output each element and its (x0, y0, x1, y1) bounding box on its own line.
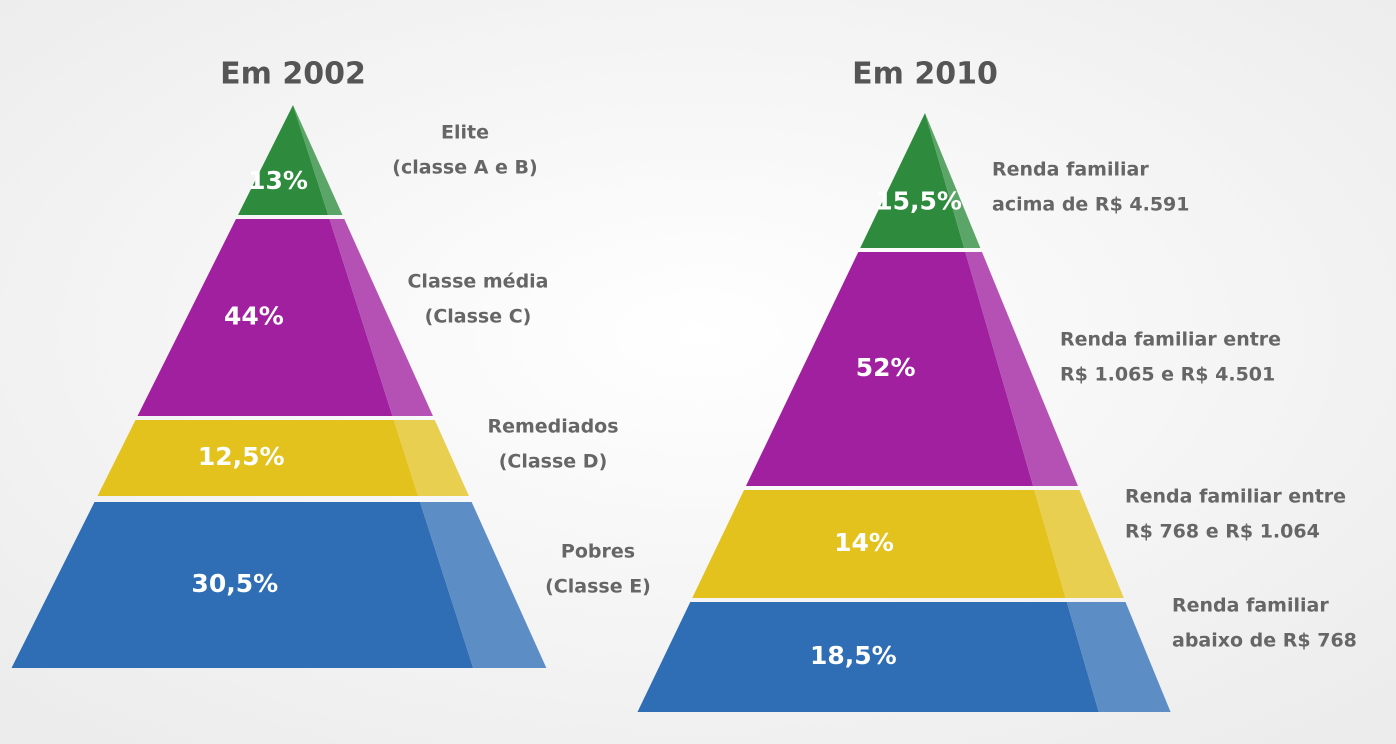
value-label: 15,5% (875, 187, 962, 216)
segment-side (1066, 602, 1171, 712)
segment-side (329, 219, 433, 416)
category-label: acima de R$ 4.591 (992, 194, 1190, 216)
category-label: Pobres (561, 541, 635, 563)
category-label: Renda familiar entre (1060, 329, 1281, 351)
segment-side (393, 420, 469, 496)
segment-side (293, 105, 343, 215)
segment-front (11, 502, 474, 668)
category-label: (Classe C) (425, 306, 532, 328)
category-label: (Classe E) (545, 576, 651, 598)
category-label: Renda familiar (1172, 595, 1329, 617)
category-label: Renda familiar (992, 159, 1149, 181)
value-label: 18,5% (810, 641, 897, 670)
segment-side (1034, 490, 1124, 598)
pyramid-segment (637, 602, 1171, 712)
segment-front (97, 420, 419, 496)
segment-side (925, 113, 981, 248)
pyramid-title: Em 2002 (220, 57, 366, 92)
value-label: 52% (856, 353, 916, 382)
pyramid-segment (137, 219, 433, 416)
category-label: (Classe D) (499, 451, 608, 473)
value-label: 12,5% (198, 442, 285, 471)
category-label: (classe A e B) (392, 157, 537, 179)
segment-front (238, 105, 329, 215)
value-label: 13% (248, 166, 308, 195)
category-label: Renda familiar entre (1125, 486, 1346, 508)
segment-front (692, 490, 1066, 598)
category-label: Elite (441, 122, 489, 144)
segment-front (137, 219, 393, 416)
pyramid-title: Em 2010 (852, 57, 998, 92)
pyramid-segment (97, 420, 469, 496)
segment-front (860, 113, 965, 248)
pyramid-segment (11, 502, 547, 668)
pyramid-segment (238, 105, 343, 215)
segment-side (420, 502, 547, 668)
category-label: R$ 1.065 e R$ 4.501 (1060, 364, 1275, 386)
category-label: Classe média (407, 271, 548, 293)
pyramid-segment (860, 113, 981, 248)
category-label: abaixo de R$ 768 (1172, 630, 1357, 652)
value-label: 14% (834, 528, 894, 557)
value-label: 44% (224, 302, 284, 331)
segment-front (637, 602, 1099, 712)
pyramid-segment (692, 490, 1124, 598)
category-label: R$ 768 e R$ 1.064 (1125, 521, 1320, 543)
value-label: 30,5% (191, 569, 278, 598)
pyramid-segment (745, 252, 1078, 486)
segment-front (745, 252, 1034, 486)
category-label: Remediados (487, 416, 618, 438)
segment-side (965, 252, 1078, 486)
